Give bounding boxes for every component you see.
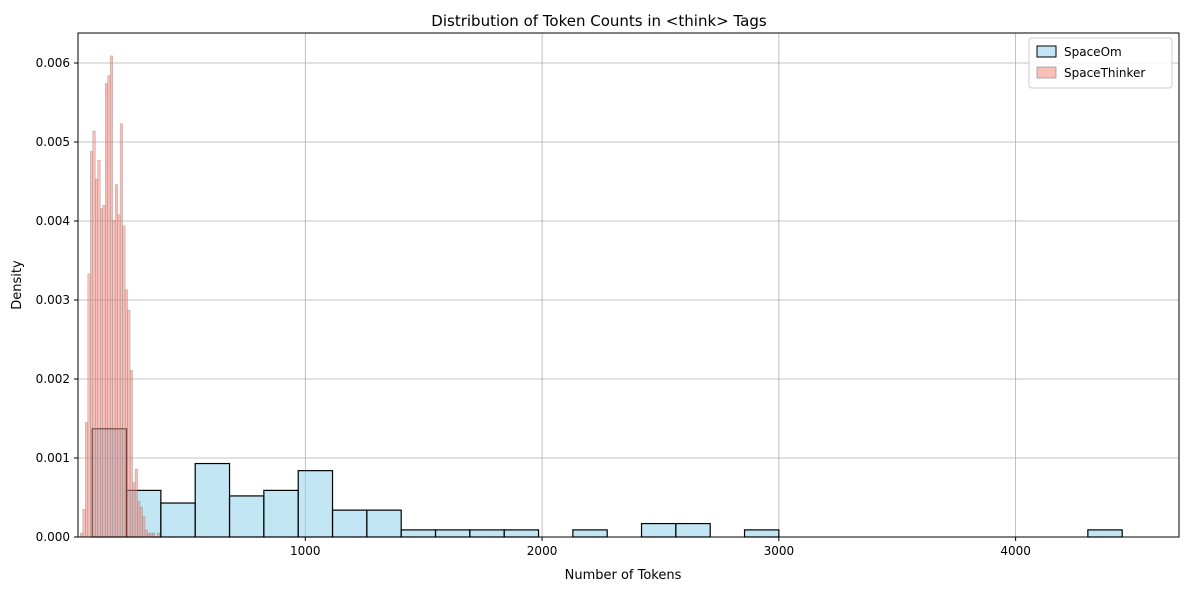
y-tick-label: 0.005 [36,135,70,149]
histogram-bar [640,522,677,538]
series-spacethinker-bars [80,55,161,538]
histogram-bar [1087,529,1123,538]
histogram-bar [331,509,368,538]
histogram-bar [122,225,126,538]
histogram-bar [142,516,146,538]
histogram-bar [82,509,86,538]
axes [77,32,1180,538]
histogram-bar [129,370,133,538]
x-tick-label: 4000 [1000,544,1031,558]
histogram-bar [194,462,231,538]
histogram-bar [87,273,91,538]
legend-box [1028,37,1173,89]
histogram-bar [137,501,141,538]
histogram-bar [117,214,121,538]
bars [80,55,1123,538]
histogram-bar [743,529,780,538]
histogram-bar [119,123,123,538]
y-tick-label: 0.003 [36,293,70,307]
histogram-bar [134,468,138,538]
legend: SpaceOm SpaceThinker [1028,37,1173,89]
y-tick-label: 0.006 [36,56,70,70]
histogram-bar [149,532,153,538]
histogram-bar [400,529,437,538]
histogram-bar [160,502,196,538]
gridlines [78,33,1179,538]
legend-swatch [1036,66,1057,79]
histogram-bar [469,529,505,538]
histogram-bar [109,55,113,538]
histogram-bar [147,532,151,538]
histogram-bar [124,289,128,538]
legend-label: SpaceOm [1064,45,1122,59]
axes-frame [77,32,1180,538]
legend-label: SpaceThinker [1064,66,1145,80]
y-axis-label: Density [10,260,25,310]
histogram-bar [114,184,118,538]
histogram-bar [95,178,99,538]
histogram-bar [112,219,116,538]
histogram-bar [228,495,265,538]
histogram-bar [80,532,84,538]
x-tick-label: 2000 [527,544,558,558]
histogram-bar [97,159,101,538]
histogram-bar [434,529,471,538]
series-spaceom-bars [91,428,1123,538]
chart-title: Distribution of Token Counts in <think> … [431,12,767,30]
y-tick-label: 0.004 [36,214,70,228]
histogram-bar [92,130,96,538]
histogram-bar [366,509,402,538]
histogram-bar [90,151,94,538]
ticks: 1000 2000 3000 4000 0.000 0.001 0.002 0.003 0.00… [36,56,1031,558]
histogram-bar [85,422,89,538]
histogram-bar [263,489,299,538]
x-tick-label: 3000 [764,544,795,558]
y-tick-label: 0.002 [36,372,70,386]
histogram-bar [144,529,148,538]
histogram-bar [157,532,161,538]
histogram-bar [100,208,103,538]
y-tick-label: 0.000 [36,530,70,544]
histogram-bar [572,529,608,538]
histogram-bar [139,506,143,538]
histogram-bar [132,482,136,538]
x-tick-label: 1000 [290,544,321,558]
histogram-bar [297,470,334,538]
histogram-bar [675,522,711,538]
legend-swatch [1036,45,1057,58]
y-tick-label: 0.001 [36,451,70,465]
histogram-bar [503,529,540,538]
histogram-bar [107,75,111,538]
histogram-bar [152,532,156,538]
histogram-bar [102,204,106,538]
histogram-bar [104,83,108,538]
histogram-bar [127,310,131,538]
x-axis-label: Number of Tokens [565,568,682,583]
